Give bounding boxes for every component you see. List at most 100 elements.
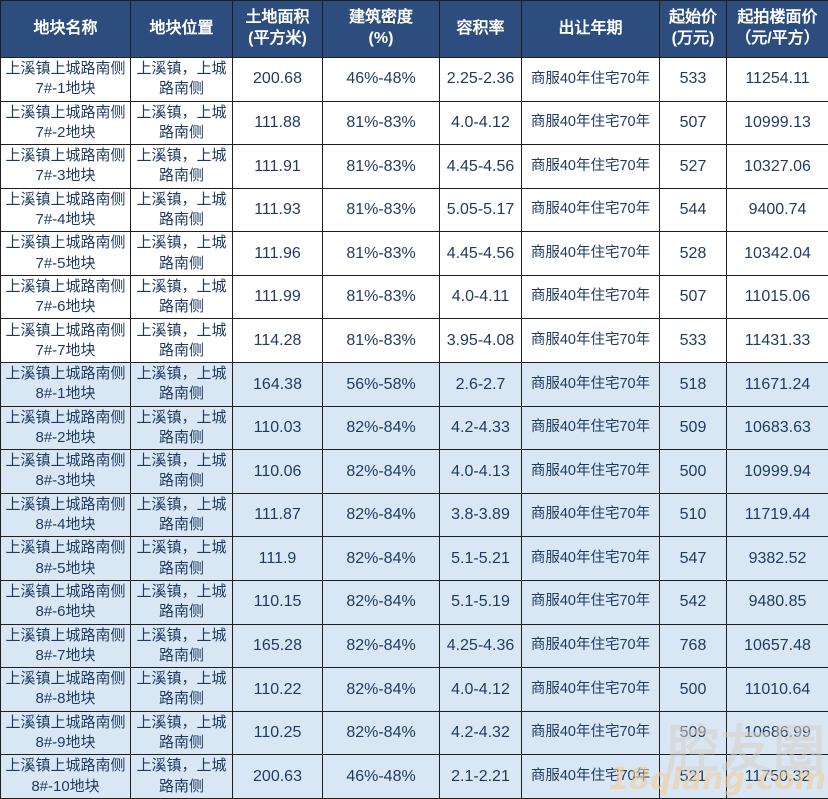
cell-transfer-term: 商服40年住宅70年: [521, 362, 660, 407]
cell-parcel-location: 上溪镇，上城路南侧: [130, 667, 233, 712]
cell-building-density: 81%-83%: [322, 144, 440, 189]
cell-parcel-location: 上溪镇，上城路南侧: [130, 57, 233, 102]
cell-parcel-location: 上溪镇，上城路南侧: [130, 274, 233, 320]
cell-transfer-term: 商服40年住宅70年: [521, 318, 660, 364]
cell-parcel-name: 上溪镇上城路南侧7#-4地块: [0, 187, 131, 233]
cell-parcel-name: 上溪镇上城路南侧7#-5地块: [0, 231, 131, 276]
cell-plot-ratio: 4.45-4.56: [439, 144, 522, 189]
cell-transfer-term: 商服40年住宅70年: [521, 274, 660, 320]
cell-building-density: 46%-48%: [322, 754, 440, 799]
cell-floor-price: 10999.13: [726, 100, 828, 146]
table-row: 上溪镇上城路南侧7#-4地块 上溪镇，上城路南侧 111.93 81%-83% …: [0, 187, 828, 233]
cell-parcel-name: 上溪镇上城路南侧8#-9地块: [0, 710, 131, 756]
cell-floor-price: 11719.44: [726, 492, 828, 538]
cell-floor-price: 11254.11: [726, 57, 828, 102]
cell-transfer-term: 商服40年住宅70年: [521, 710, 660, 756]
cell-start-price: 533: [659, 57, 727, 102]
cell-parcel-location: 上溪镇，上城路南侧: [130, 449, 233, 494]
cell-start-price: 768: [659, 623, 727, 669]
cell-start-price: 500: [659, 667, 727, 712]
cell-floor-price: 10683.63: [726, 405, 828, 451]
cell-parcel-name: 上溪镇上城路南侧8#-7地块: [0, 623, 131, 669]
table-row: 上溪镇上城路南侧8#-8地块 上溪镇，上城路南侧 110.22 82%-84% …: [0, 667, 828, 712]
cell-parcel-location: 上溪镇，上城路南侧: [130, 144, 233, 189]
table-row: 上溪镇上城路南侧7#-1地块 上溪镇，上城路南侧 200.68 46%-48% …: [0, 57, 828, 102]
cell-transfer-term: 商服40年住宅70年: [521, 449, 660, 494]
cell-parcel-location: 上溪镇，上城路南侧: [130, 100, 233, 146]
cell-start-price: 547: [659, 536, 727, 581]
cell-floor-price: 10686.99: [726, 710, 828, 756]
cell-building-density: 82%-84%: [322, 710, 440, 756]
table-row: 上溪镇上城路南侧8#-9地块 上溪镇，上城路南侧 110.25 82%-84% …: [0, 710, 828, 756]
cell-land-area: 111.99: [232, 274, 323, 320]
cell-plot-ratio: 4.2-4.32: [439, 710, 522, 756]
cell-transfer-term: 商服40年住宅70年: [521, 754, 660, 799]
cell-parcel-name: 上溪镇上城路南侧8#-4地块: [0, 492, 131, 538]
cell-floor-price: 10657.48: [726, 623, 828, 669]
cell-plot-ratio: 4.0-4.12: [439, 667, 522, 712]
column-header-parcel-name: 地块名称: [0, 0, 131, 58]
column-header-transfer-term: 出让年期: [521, 0, 660, 58]
cell-start-price: 509: [659, 710, 727, 756]
column-header-plot-ratio: 容积率: [439, 0, 522, 58]
cell-floor-price: 11015.06: [726, 274, 828, 320]
cell-parcel-location: 上溪镇，上城路南侧: [130, 318, 233, 364]
cell-plot-ratio: 3.8-3.89: [439, 492, 522, 538]
cell-plot-ratio: 4.45-4.56: [439, 231, 522, 276]
cell-floor-price: 10999.94: [726, 449, 828, 494]
cell-transfer-term: 商服40年住宅70年: [521, 623, 660, 669]
cell-land-area: 111.91: [232, 144, 323, 189]
cell-parcel-location: 上溪镇，上城路南侧: [130, 623, 233, 669]
table-row: 上溪镇上城路南侧7#-2地块 上溪镇，上城路南侧 111.88 81%-83% …: [0, 100, 828, 146]
cell-parcel-name: 上溪镇上城路南侧7#-7地块: [0, 318, 131, 364]
cell-parcel-name: 上溪镇上城路南侧7#-3地块: [0, 144, 131, 189]
cell-floor-price: 11010.64: [726, 667, 828, 712]
cell-start-price: 544: [659, 187, 727, 233]
cell-transfer-term: 商服40年住宅70年: [521, 187, 660, 233]
table-row: 上溪镇上城路南侧8#-1地块 上溪镇，上城路南侧 164.38 56%-58% …: [0, 362, 828, 407]
cell-parcel-name: 上溪镇上城路南侧8#-5地块: [0, 536, 131, 581]
cell-floor-price: 10327.06: [726, 144, 828, 189]
cell-floor-price: 9382.52: [726, 536, 828, 581]
cell-floor-price: 9400.74: [726, 187, 828, 233]
table-row: 上溪镇上城路南侧8#-7地块 上溪镇，上城路南侧 165.28 82%-84% …: [0, 623, 828, 669]
cell-parcel-name: 上溪镇上城路南侧7#-1地块: [0, 57, 131, 102]
table-row: 上溪镇上城路南侧7#-5地块 上溪镇，上城路南侧 111.96 81%-83% …: [0, 231, 828, 276]
cell-parcel-location: 上溪镇，上城路南侧: [130, 754, 233, 799]
cell-parcel-location: 上溪镇，上城路南侧: [130, 187, 233, 233]
cell-plot-ratio: 2.1-2.21: [439, 754, 522, 799]
cell-start-price: 521: [659, 754, 727, 799]
cell-plot-ratio: 4.0-4.11: [439, 274, 522, 320]
cell-start-price: 507: [659, 100, 727, 146]
column-header-start-price: 起始价 (万元): [659, 0, 727, 58]
table-header: 地块名称 地块位置 土地面积 (平方米) 建筑密度 (%) 容积率 出让年期 起…: [0, 0, 828, 58]
cell-land-area: 111.87: [232, 492, 323, 538]
cell-transfer-term: 商服40年住宅70年: [521, 144, 660, 189]
cell-land-area: 111.88: [232, 100, 323, 146]
cell-transfer-term: 商服40年住宅70年: [521, 667, 660, 712]
cell-start-price: 533: [659, 318, 727, 364]
cell-transfer-term: 商服40年住宅70年: [521, 492, 660, 538]
cell-floor-price: 11750.32: [726, 754, 828, 799]
cell-start-price: 542: [659, 579, 727, 625]
cell-plot-ratio: 3.95-4.08: [439, 318, 522, 364]
cell-start-price: 507: [659, 274, 727, 320]
table-body: 上溪镇上城路南侧7#-1地块 上溪镇，上城路南侧 200.68 46%-48% …: [0, 57, 828, 799]
cell-start-price: 500: [659, 449, 727, 494]
cell-transfer-term: 商服40年住宅70年: [521, 579, 660, 625]
cell-parcel-location: 上溪镇，上城路南侧: [130, 231, 233, 276]
cell-plot-ratio: 4.25-4.36: [439, 623, 522, 669]
table-row: 上溪镇上城路南侧7#-3地块 上溪镇，上城路南侧 111.91 81%-83% …: [0, 144, 828, 189]
cell-land-area: 200.63: [232, 754, 323, 799]
cell-parcel-name: 上溪镇上城路南侧8#-3地块: [0, 449, 131, 494]
cell-start-price: 518: [659, 362, 727, 407]
table-row: 上溪镇上城路南侧7#-7地块 上溪镇，上城路南侧 114.28 81%-83% …: [0, 318, 828, 364]
cell-building-density: 81%-83%: [322, 318, 440, 364]
column-header-parcel-location: 地块位置: [130, 0, 233, 58]
cell-transfer-term: 商服40年住宅70年: [521, 100, 660, 146]
cell-building-density: 81%-83%: [322, 231, 440, 276]
cell-plot-ratio: 5.1-5.21: [439, 536, 522, 581]
cell-parcel-location: 上溪镇，上城路南侧: [130, 536, 233, 581]
cell-land-area: 110.06: [232, 449, 323, 494]
column-header-building-density: 建筑密度 (%): [322, 0, 440, 58]
